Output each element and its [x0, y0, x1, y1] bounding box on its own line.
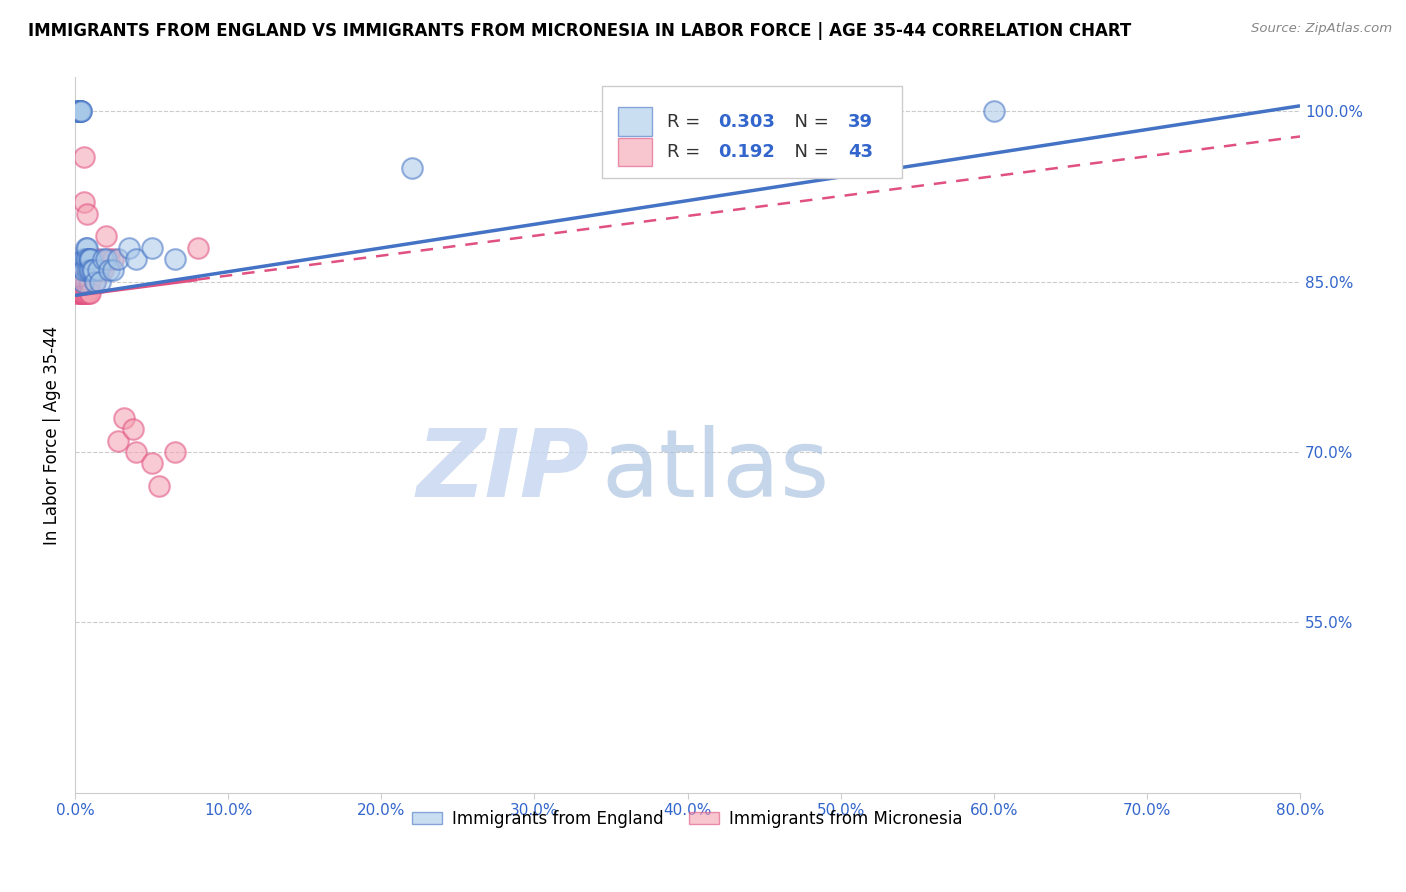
Point: [91, 263, 114, 277]
Point: [87, 263, 110, 277]
Text: atlas: atlas: [602, 425, 830, 516]
Point: [72, 286, 94, 301]
Point: [77, 286, 100, 301]
Point: [80, 263, 103, 277]
Text: R =: R =: [666, 143, 706, 161]
Point: [72, 286, 94, 301]
Point: [77, 275, 100, 289]
Text: ZIP: ZIP: [416, 425, 589, 516]
Point: [89, 263, 111, 277]
Point: [94, 252, 117, 266]
Point: [67, 275, 90, 289]
Legend: Immigrants from England, Immigrants from Micronesia: Immigrants from England, Immigrants from…: [406, 803, 969, 834]
Point: [186, 241, 208, 255]
Point: [401, 161, 423, 176]
Point: [67, 263, 90, 277]
Point: [983, 104, 1005, 119]
Text: Source: ZipAtlas.com: Source: ZipAtlas.com: [1251, 22, 1392, 36]
Bar: [617, 137, 652, 166]
Point: [107, 434, 129, 448]
Point: [69, 286, 91, 301]
Point: [122, 422, 145, 436]
Point: [69, 275, 91, 289]
Point: [73, 286, 96, 301]
Point: [75, 286, 97, 301]
Point: [125, 252, 148, 266]
Point: [79, 286, 101, 301]
Point: [163, 445, 186, 459]
Point: [79, 263, 101, 277]
Point: [141, 241, 163, 255]
Point: [103, 252, 125, 266]
Point: [82, 252, 104, 266]
Point: [141, 457, 163, 471]
Text: 0.303: 0.303: [718, 112, 775, 130]
Point: [75, 241, 97, 255]
Point: [80, 263, 103, 277]
Point: [86, 263, 108, 277]
Point: [73, 195, 96, 210]
Point: [69, 104, 91, 119]
Point: [69, 104, 91, 119]
Point: [112, 411, 135, 425]
Point: [69, 275, 91, 289]
Point: [76, 252, 98, 266]
FancyBboxPatch shape: [602, 86, 901, 178]
Text: 39: 39: [848, 112, 873, 130]
Point: [72, 275, 94, 289]
Point: [76, 263, 98, 277]
Point: [70, 286, 93, 301]
Y-axis label: In Labor Force | Age 35-44: In Labor Force | Age 35-44: [44, 326, 60, 545]
Point: [67, 275, 90, 289]
Point: [76, 241, 98, 255]
Point: [84, 275, 107, 289]
Point: [89, 275, 111, 289]
Point: [125, 445, 148, 459]
Point: [70, 104, 93, 119]
Point: [79, 275, 101, 289]
Point: [72, 275, 94, 289]
Point: [103, 263, 125, 277]
Point: [82, 263, 104, 277]
Point: [72, 252, 94, 266]
Point: [72, 263, 94, 277]
Point: [67, 104, 90, 119]
Text: N =: N =: [783, 143, 835, 161]
Text: 0.192: 0.192: [718, 143, 775, 161]
Point: [148, 479, 170, 493]
Point: [67, 104, 90, 119]
Text: N =: N =: [783, 112, 835, 130]
Point: [75, 252, 97, 266]
Text: IMMIGRANTS FROM ENGLAND VS IMMIGRANTS FROM MICRONESIA IN LABOR FORCE | AGE 35-44: IMMIGRANTS FROM ENGLAND VS IMMIGRANTS FR…: [28, 22, 1132, 40]
Point: [117, 241, 139, 255]
Point: [75, 275, 97, 289]
Bar: [617, 107, 652, 136]
Point: [79, 252, 101, 266]
Text: 43: 43: [848, 143, 873, 161]
Point: [75, 275, 97, 289]
Point: [77, 263, 100, 277]
Point: [94, 229, 117, 244]
Point: [65, 286, 87, 301]
Point: [76, 207, 98, 221]
Point: [69, 104, 91, 119]
Point: [84, 275, 107, 289]
Point: [73, 150, 96, 164]
Point: [76, 286, 98, 301]
Point: [163, 252, 186, 266]
Point: [97, 263, 120, 277]
Point: [73, 252, 96, 266]
Text: R =: R =: [666, 112, 706, 130]
Point: [70, 286, 93, 301]
Point: [73, 263, 96, 277]
Point: [70, 104, 93, 119]
Point: [65, 104, 87, 119]
Point: [77, 252, 100, 266]
Point: [87, 252, 110, 266]
Point: [91, 252, 114, 266]
Point: [79, 252, 101, 266]
Point: [97, 252, 120, 266]
Point: [107, 252, 129, 266]
Point: [65, 286, 87, 301]
